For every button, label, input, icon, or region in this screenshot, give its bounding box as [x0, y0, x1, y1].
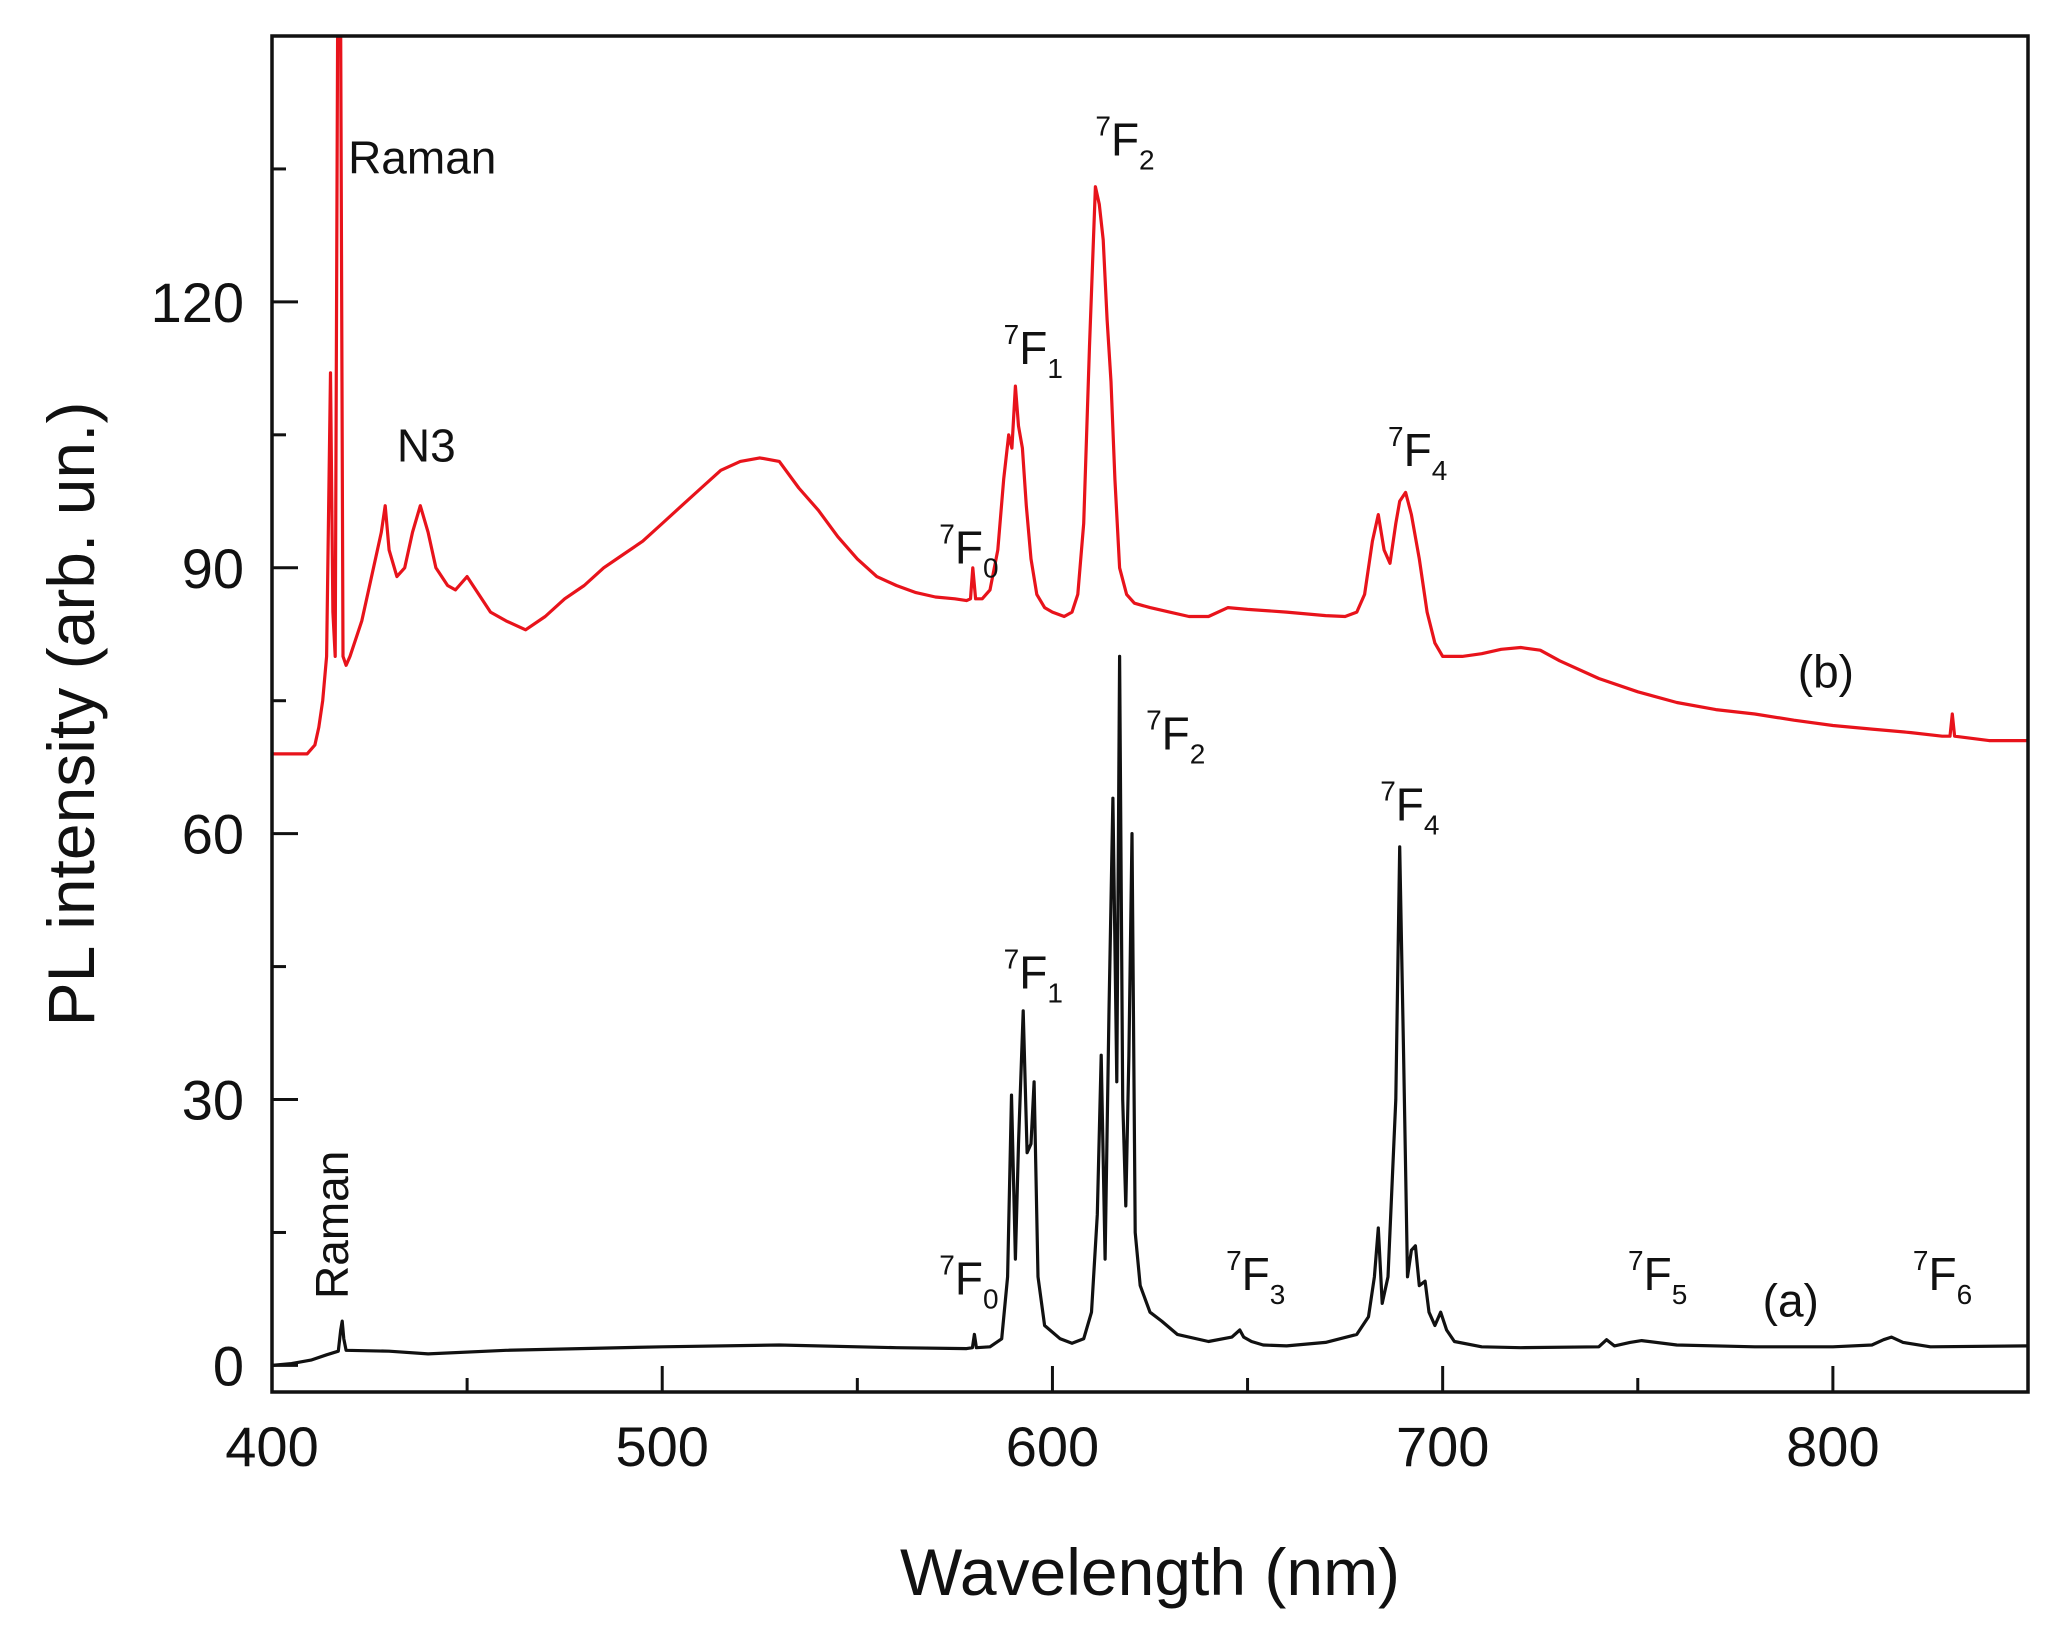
axes-layer: [270, 34, 2030, 1394]
y-axis-title: PL intensity (arb. un.): [34, 402, 108, 1027]
annotation-subscript: 3: [1270, 1279, 1286, 1310]
annotation-subscript: 0: [983, 552, 999, 583]
annotation-base: F: [1396, 778, 1424, 830]
annotation-subscript: 1: [1047, 978, 1063, 1009]
annotation-base: N3: [397, 419, 456, 471]
annotation-base: F: [1019, 322, 1047, 374]
x-tick-label: 800: [1786, 1415, 1879, 1478]
x-tick-label: 500: [616, 1415, 709, 1478]
x-axis-title: Wavelength (nm): [900, 1535, 1400, 1609]
annotation-base: F: [1928, 1248, 1956, 1300]
peak-annotation: 7F3: [1226, 1245, 1285, 1310]
peak-annotation: Raman: [348, 131, 496, 183]
y-tick-label: 60: [182, 803, 244, 866]
series-layer: [272, 36, 2028, 1367]
annotation-base: F: [1019, 947, 1047, 999]
peak-annotation: N3: [397, 419, 456, 471]
series-line-a: [272, 654, 2028, 1367]
x-tick-label: 600: [1006, 1415, 1099, 1478]
peak-annotation: 7F1: [1004, 944, 1063, 1009]
peak-annotation: (b): [1798, 645, 1854, 697]
annotation-superscript: 7: [1146, 704, 1162, 735]
annotation-superscript: 7: [1388, 421, 1404, 452]
series-line-b: [272, 36, 2028, 756]
annotation-superscript: 7: [939, 1250, 955, 1281]
annotation-superscript: 7: [1004, 319, 1020, 350]
annotation-base: F: [1111, 114, 1139, 166]
annotation-base: (a): [1763, 1275, 1819, 1327]
peak-annotation: (a): [1763, 1275, 1819, 1327]
annotation-subscript: 0: [983, 1284, 999, 1315]
annotation-base: F: [955, 1253, 983, 1305]
y-tick-label: 90: [182, 537, 244, 600]
annotation-superscript: 7: [939, 518, 955, 549]
annotation-superscript: 7: [1004, 944, 1020, 975]
annotation-superscript: 7: [1095, 111, 1111, 142]
annotation-base: F: [955, 521, 983, 573]
annotation-superscript: 7: [1226, 1245, 1242, 1276]
annotation-superscript: 7: [1628, 1245, 1644, 1276]
annotation-subscript: 5: [1672, 1279, 1688, 1310]
peak-annotation: 7F2: [1095, 111, 1154, 176]
annotation-superscript: 7: [1380, 775, 1396, 806]
y-tick-label: 0: [213, 1334, 244, 1397]
annotation-base: (b): [1798, 645, 1854, 697]
peak-annotation: 7F5: [1628, 1245, 1687, 1310]
plot-frame: [270, 34, 2030, 1394]
y-tick-label: 30: [182, 1069, 244, 1132]
annotation-subscript: 6: [1957, 1279, 1973, 1310]
peak-annotation: 7F0: [939, 1250, 998, 1315]
peak-annotation: 7F1: [1004, 319, 1063, 384]
annotation-subscript: 4: [1424, 809, 1440, 840]
y-tick-label: 120: [151, 271, 244, 334]
peak-annotation: Raman: [306, 1151, 358, 1299]
annotation-base: Raman: [348, 131, 496, 183]
annotation-base: Raman: [306, 1151, 358, 1299]
annotation-base: F: [1644, 1248, 1672, 1300]
annotation-subscript: 2: [1139, 145, 1155, 176]
peak-annotation: 7F4: [1380, 775, 1439, 840]
peak-annotation: 7F4: [1388, 421, 1447, 486]
annotation-base: F: [1162, 707, 1190, 759]
peak-annotation: 7F6: [1913, 1245, 1972, 1310]
x-tick-label: 700: [1396, 1415, 1489, 1478]
annotations-layer: RamanN37F27F17F07F4(b)7F27F47F17F07F37F5…: [306, 111, 1972, 1327]
x-tick-label: 400: [225, 1415, 318, 1478]
peak-annotation: 7F2: [1146, 704, 1205, 769]
annotation-subscript: 2: [1190, 738, 1206, 769]
annotation-base: F: [1404, 424, 1432, 476]
annotation-superscript: 7: [1913, 1245, 1929, 1276]
peak-annotation: 7F0: [939, 518, 998, 583]
annotation-base: F: [1242, 1248, 1270, 1300]
annotation-subscript: 4: [1432, 455, 1448, 486]
annotation-subscript: 1: [1047, 353, 1063, 384]
